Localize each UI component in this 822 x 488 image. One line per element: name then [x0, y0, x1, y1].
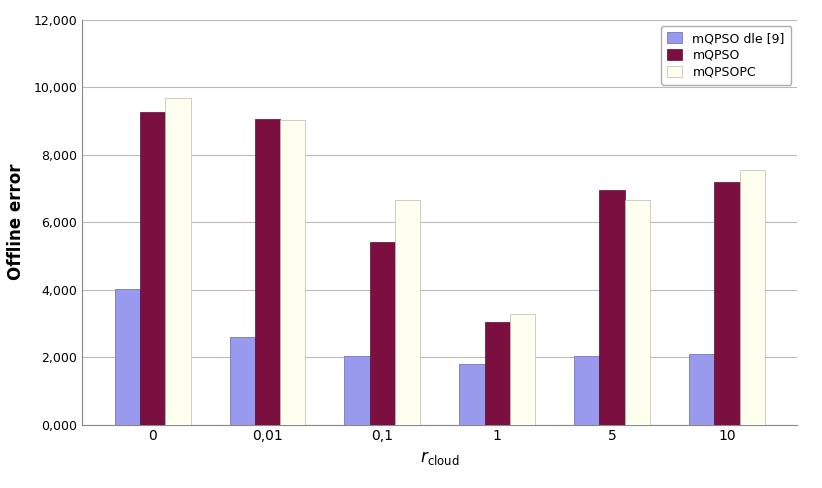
Bar — [255, 119, 280, 425]
Bar — [714, 182, 740, 425]
Bar — [689, 354, 714, 425]
Bar — [370, 242, 395, 425]
Bar — [574, 356, 599, 425]
Bar — [459, 365, 484, 425]
Legend: mQPSO dle [9], mQPSO, mQPSOPC: mQPSO dle [9], mQPSO, mQPSOPC — [661, 26, 791, 85]
Bar — [510, 314, 535, 425]
Y-axis label: Offline error: Offline error — [7, 164, 25, 280]
Bar — [599, 190, 625, 425]
X-axis label: $\it{r}$$_{\rm{cloud}}$: $\it{r}$$_{\rm{cloud}}$ — [420, 449, 459, 467]
Bar — [280, 120, 306, 425]
Bar — [140, 112, 165, 425]
Bar — [484, 322, 510, 425]
Bar — [625, 200, 650, 425]
Bar — [229, 338, 255, 425]
Bar — [344, 356, 370, 425]
Bar — [165, 98, 191, 425]
Bar — [115, 289, 140, 425]
Bar — [740, 170, 764, 425]
Bar — [395, 200, 420, 425]
